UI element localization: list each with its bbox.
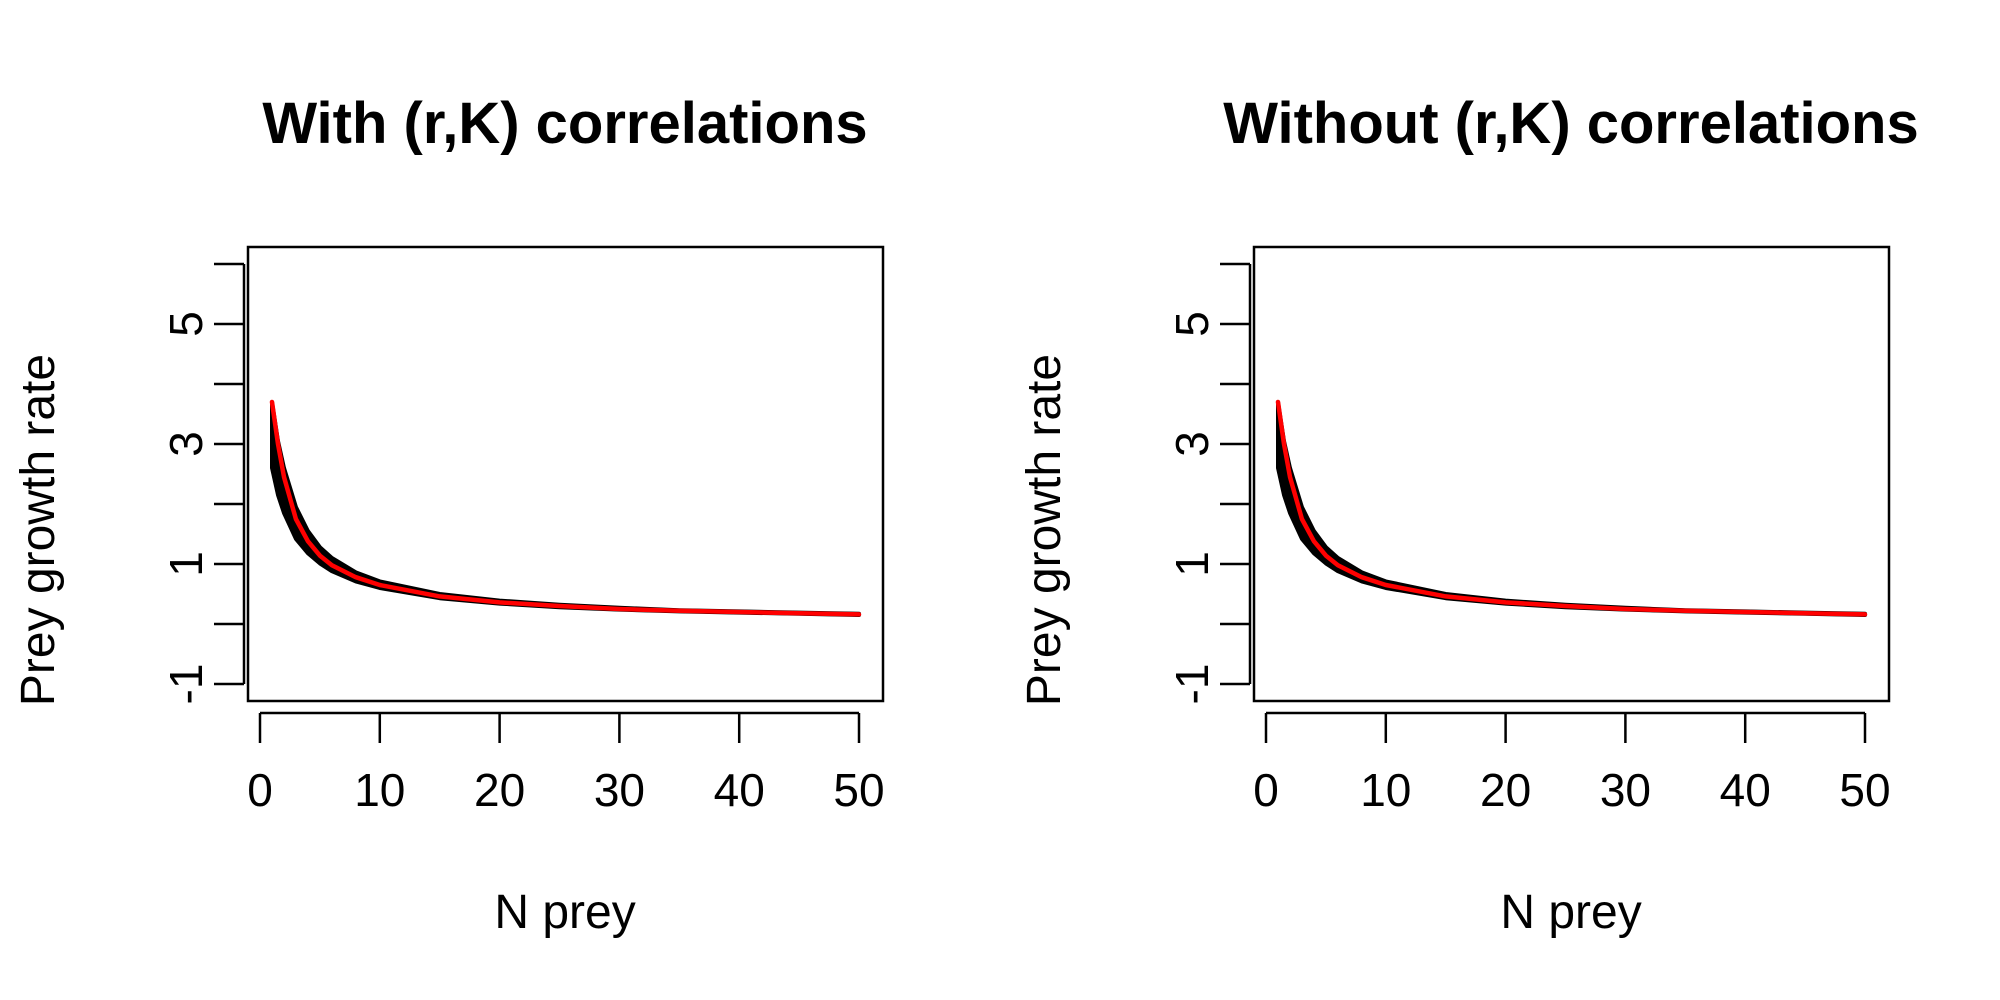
- x-tick-label: 10: [1360, 764, 1411, 816]
- x-tick-label: 30: [1600, 764, 1651, 816]
- y-tick-label: 1: [1166, 551, 1218, 577]
- x-tick-label: 0: [247, 764, 273, 816]
- panel-left: With (r,K) correlations N prey Prey grow…: [12, 91, 885, 939]
- y-tick-label: 3: [1166, 431, 1218, 457]
- y-tick-label: 5: [1166, 311, 1218, 337]
- x-tick-label: 40: [714, 764, 765, 816]
- y-axis-label: Prey growth rate: [12, 354, 65, 706]
- x-axis-label: N prey: [494, 886, 635, 939]
- x-tick-label: 0: [1253, 764, 1279, 816]
- chart-title: Without (r,K) correlations: [1223, 91, 1919, 156]
- x-tick-label: 10: [354, 764, 405, 816]
- y-tick-label: -1: [1166, 664, 1218, 705]
- panel-right: Without (r,K) correlations N prey Prey g…: [1018, 91, 1919, 939]
- plot-frame: [1252, 245, 1891, 703]
- x-tick-label: 50: [1839, 764, 1890, 816]
- x-axis-label: N prey: [1500, 886, 1641, 939]
- y-tick-label: 3: [160, 431, 212, 457]
- x-tick-label: 20: [1480, 764, 1531, 816]
- x-tick-label: 50: [833, 764, 884, 816]
- plot-frame: [246, 245, 885, 703]
- y-axis-label: Prey growth rate: [1018, 354, 1071, 706]
- y-tick-label: -1: [160, 664, 212, 705]
- x-tick-label: 40: [1720, 764, 1771, 816]
- mean-curve: [1275, 399, 1868, 617]
- y-tick-label: 1: [160, 551, 212, 577]
- mean-curve: [269, 399, 862, 617]
- x-tick-label: 20: [474, 764, 525, 816]
- y-tick-label: 5: [160, 311, 212, 337]
- chart-title: With (r,K) correlations: [262, 91, 867, 156]
- x-tick-label: 30: [594, 764, 645, 816]
